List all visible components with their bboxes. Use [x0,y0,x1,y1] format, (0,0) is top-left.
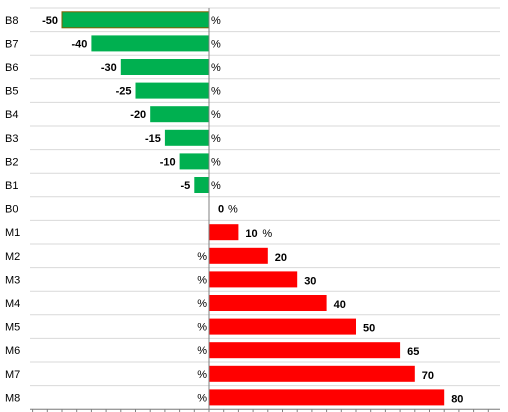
bar [61,11,210,29]
data-label: -25 [116,86,132,98]
bar [209,365,415,382]
bar [209,247,268,264]
bar [209,224,239,241]
category-label: B5 [5,86,18,98]
bar [120,59,209,75]
bar [209,342,401,359]
data-label: 65 [407,346,419,358]
category-label: B1 [5,180,18,192]
category-label: M8 [5,392,20,404]
percent-label: % [211,38,221,50]
category-label: M3 [5,274,20,286]
bar [179,153,209,170]
percent-label: % [262,228,272,240]
data-label: 50 [363,323,375,335]
percent-label: % [197,345,207,357]
bar [164,129,209,146]
category-label: M4 [5,298,20,310]
bar [209,271,298,288]
data-label: 10 [245,228,257,240]
data-label: -5 [181,180,191,192]
data-label: 40 [334,299,346,311]
percent-label: % [211,180,221,192]
category-label: B6 [5,62,18,74]
data-label: 20 [275,252,287,264]
category-label: B4 [5,109,18,121]
percent-label: % [197,392,207,404]
data-label: -50 [42,15,58,27]
bar [209,318,356,335]
percent-label: % [211,15,221,27]
percent-label: % [211,133,221,145]
bar [150,106,209,123]
percent-label: % [211,156,221,168]
category-label: M5 [5,322,20,334]
data-labels: -50 %-40 %-30 %-25 %-20 %-15 %-10 %-5 %0 %10 %20%3… [42,15,463,406]
category-label: B2 [5,156,18,168]
bar-series [61,11,445,406]
category-label: M6 [5,345,20,357]
bar [135,82,209,99]
percent-label: % [211,62,221,74]
percent-label: % [197,322,207,334]
data-label: 0 [218,204,224,216]
category-label: M7 [5,369,20,381]
data-label: -10 [160,156,176,168]
percent-label: % [211,86,221,98]
bar [209,295,327,311]
category-label: M2 [5,251,20,263]
data-label: 70 [422,370,434,382]
bar [194,177,209,193]
percent-label: % [228,204,238,216]
bar [91,35,209,52]
percent-label: % [211,109,221,121]
data-label: -15 [145,133,161,145]
category-label: M1 [5,227,20,239]
percent-label: % [197,298,207,310]
percent-label: % [197,274,207,286]
data-label: -20 [130,109,146,121]
category-labels: B8 B7 B6 B5 B4 B3 B2 B1 B0 M1 M2 M3 M4 M5 M6 M7 M8 [5,15,20,405]
percent-label: % [197,251,207,263]
percent-label: % [197,369,207,381]
data-label: -40 [71,38,87,50]
category-label: B7 [5,38,18,50]
bar [209,389,445,406]
category-label: B3 [5,133,18,145]
data-label: -30 [101,62,117,74]
category-label: B8 [5,15,18,27]
data-label: 30 [304,275,316,287]
data-label: 80 [451,393,463,405]
category-label: B0 [5,204,18,216]
